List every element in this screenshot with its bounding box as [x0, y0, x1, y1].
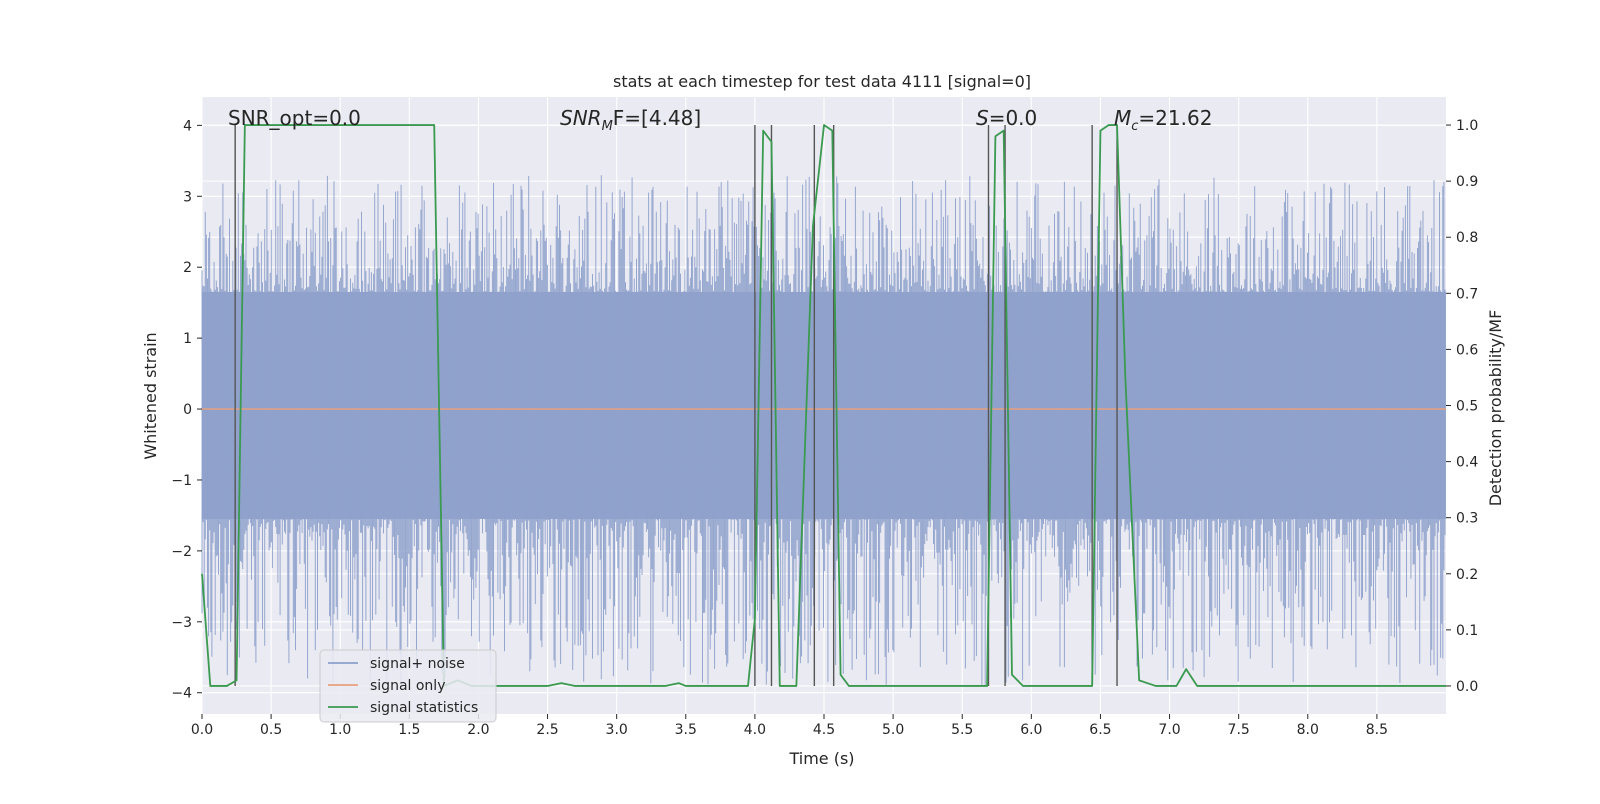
x-tick-label: 3.5	[675, 722, 697, 738]
legend-label-signal-statistics: signal statistics	[370, 700, 478, 716]
y2-tick-label: 0.1	[1456, 623, 1478, 639]
y2-axis-label: Detection probability/MF	[1486, 310, 1505, 507]
annotation-snr-opt: SNR_opt=0.0	[228, 106, 361, 130]
x-tick-label: 1.5	[398, 722, 420, 738]
s-value: =0.0	[989, 106, 1038, 130]
y2-tick-label: 0.2	[1456, 567, 1478, 583]
y-tick-label: −3	[171, 615, 192, 631]
y-tick-label: 4	[183, 118, 192, 134]
y2-tick-label: 0.3	[1456, 511, 1478, 527]
annotation-s: S=0.0	[976, 106, 1037, 130]
annotation-mc: Mc=21.62	[1114, 106, 1212, 134]
snr-mf-subscript: M	[602, 119, 613, 134]
y-tick-label: 2	[183, 260, 192, 276]
y2-tick-label: 0.0	[1456, 679, 1478, 695]
x-tick-label: 2.5	[536, 722, 558, 738]
legend-label-signal-noise: signal+ noise	[370, 656, 465, 672]
x-tick-label: 6.5	[1089, 722, 1111, 738]
y2-tick-label: 0.7	[1456, 286, 1478, 302]
chart-title: stats at each timestep for test data 411…	[613, 72, 1031, 91]
y-tick-label: 0	[183, 402, 192, 418]
axis-ticks: 0.0 0.5 1.0 1.5 2.0 2.5 3.0 3.5 4.0 4.5 5.0 5.5 6.0 6…	[171, 118, 1478, 738]
x-tick-label: 8.0	[1297, 722, 1319, 738]
y2-tick-label: 0.4	[1456, 455, 1478, 471]
y-axis-label: Whitened strain	[141, 332, 160, 459]
y2-tick-label: 0.9	[1456, 174, 1478, 190]
snr-mf-symbol: SNR	[560, 106, 602, 130]
x-axis-label: Time (s)	[788, 749, 854, 768]
y-tick-label: 1	[183, 331, 192, 347]
y2-tick-label: 0.5	[1456, 399, 1478, 415]
y2-tick-label: 0.6	[1456, 342, 1478, 358]
x-tick-label: 7.0	[1158, 722, 1180, 738]
y-tick-label: 3	[183, 189, 192, 205]
x-tick-label: 0.0	[191, 722, 213, 738]
mc-symbol: M	[1114, 106, 1131, 130]
x-tick-label: 7.5	[1228, 722, 1250, 738]
noise-series	[201, 175, 1446, 686]
legend-box	[319, 649, 497, 723]
snr-mf-value: F=[4.48]	[613, 106, 701, 130]
y2-tick-label: 0.8	[1456, 230, 1478, 246]
mc-value: =21.62	[1138, 106, 1212, 130]
x-tick-label: 8.5	[1366, 722, 1388, 738]
x-tick-label: 3.0	[606, 722, 628, 738]
x-tick-label: 0.5	[260, 722, 282, 738]
annotation-snr-mf: SNRMF=[4.48]	[560, 106, 701, 134]
x-tick-label: 4.0	[744, 722, 766, 738]
y-tick-label: −4	[171, 686, 192, 702]
x-tick-label: 1.0	[329, 722, 351, 738]
legend-label-signal-only: signal only	[370, 678, 445, 694]
x-tick-label: 5.0	[882, 722, 904, 738]
s-symbol: S	[976, 106, 989, 130]
x-tick-label: 5.5	[951, 722, 973, 738]
y-tick-label: −1	[171, 473, 192, 489]
x-tick-label: 2.0	[467, 722, 489, 738]
legend: signal+ noise signal only signal statist…	[319, 649, 497, 723]
x-tick-label: 4.5	[813, 722, 835, 738]
mc-subscript: c	[1131, 119, 1138, 134]
y-tick-label: −2	[171, 544, 192, 560]
x-tick-label: 6.0	[1020, 722, 1042, 738]
y2-tick-label: 1.0	[1456, 118, 1478, 134]
